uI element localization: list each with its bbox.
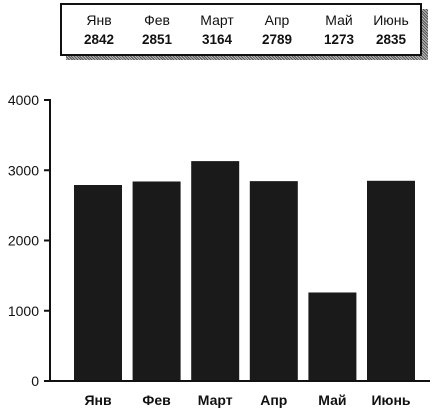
table-month: Июнь [373, 12, 409, 28]
table-value: 2851 [141, 32, 173, 47]
x-tick-label: Март [198, 392, 233, 408]
table-month: Янв [86, 12, 112, 28]
data-table: Янв 2842 Фев 2851 Март 3164 Апр 2789 Май… [60, 3, 422, 56]
table-month: Март [200, 12, 234, 28]
table-column-apr: Апр 2789 [248, 10, 306, 50]
bar [74, 185, 122, 381]
bar [249, 181, 298, 381]
table-month: Май [325, 12, 353, 28]
table-column-feb: Фев 2851 [128, 10, 186, 50]
bar [191, 161, 240, 381]
x-tick-label: Фев [142, 392, 171, 408]
bar [132, 181, 181, 381]
bar [308, 292, 357, 381]
bar [367, 180, 415, 381]
table-month: Фев [144, 12, 170, 28]
x-tick-label: Янв [84, 392, 112, 408]
table-value: 2842 [83, 32, 115, 47]
table-month: Апр [264, 12, 290, 28]
x-tick-label: Май [318, 392, 346, 408]
table-column-jun: Июнь 2835 [362, 10, 420, 50]
table-value: 2789 [261, 32, 293, 47]
x-axis-labels: Янв Фев Март Апр Май Июнь [84, 392, 410, 408]
table-value: 1273 [323, 32, 355, 47]
y-tick-label: 3000 [8, 162, 39, 178]
y-tick-label: 1000 [8, 303, 39, 319]
y-tick-label: 0 [31, 373, 39, 389]
table-value: 3164 [201, 32, 233, 47]
table-value: 2835 [375, 32, 407, 47]
x-tick-label: Апр [260, 392, 287, 408]
table-column-jan: Янв 2842 [70, 10, 128, 50]
bars [74, 161, 415, 381]
table-column-may: Май 1273 [310, 10, 368, 50]
y-tick-label: 4000 [8, 92, 39, 108]
y-tick-label: 2000 [8, 233, 39, 249]
y-axis-ticks: 0 1000 2000 3000 4000 [8, 92, 50, 389]
table-column-mar: Март 3164 [188, 10, 246, 50]
x-tick-label: Июнь [371, 392, 410, 408]
